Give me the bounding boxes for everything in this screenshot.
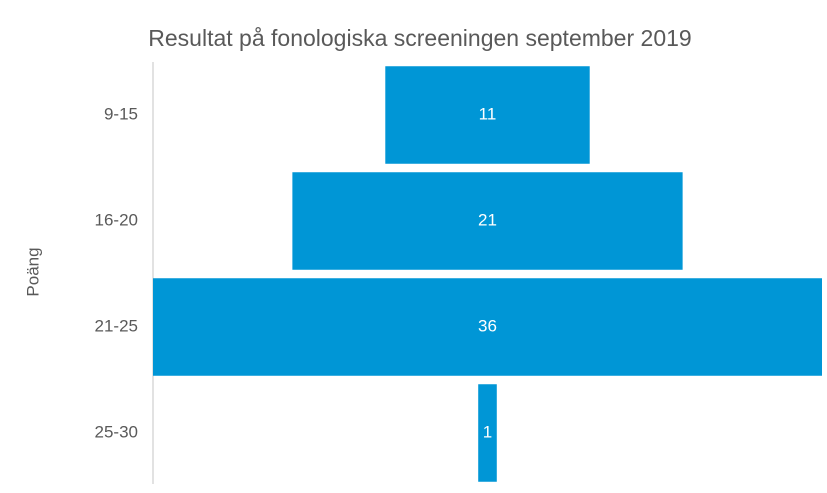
data-label: 36 (478, 316, 497, 335)
y-tick-label: 21-25 (95, 316, 138, 335)
bar (292, 172, 683, 270)
bar (153, 278, 822, 376)
data-label: 1 (483, 422, 492, 441)
y-axis-label: Poäng (23, 247, 42, 296)
bar (385, 66, 590, 164)
y-tick-label: 25-30 (95, 422, 138, 441)
chart-title: Resultat på fonologiska screeningen sept… (148, 25, 691, 51)
y-tick-label: 16-20 (95, 210, 138, 229)
bar (478, 384, 497, 482)
data-label: 21 (478, 210, 497, 229)
y-tick-label: 9-15 (104, 104, 138, 123)
data-label: 11 (479, 104, 497, 123)
